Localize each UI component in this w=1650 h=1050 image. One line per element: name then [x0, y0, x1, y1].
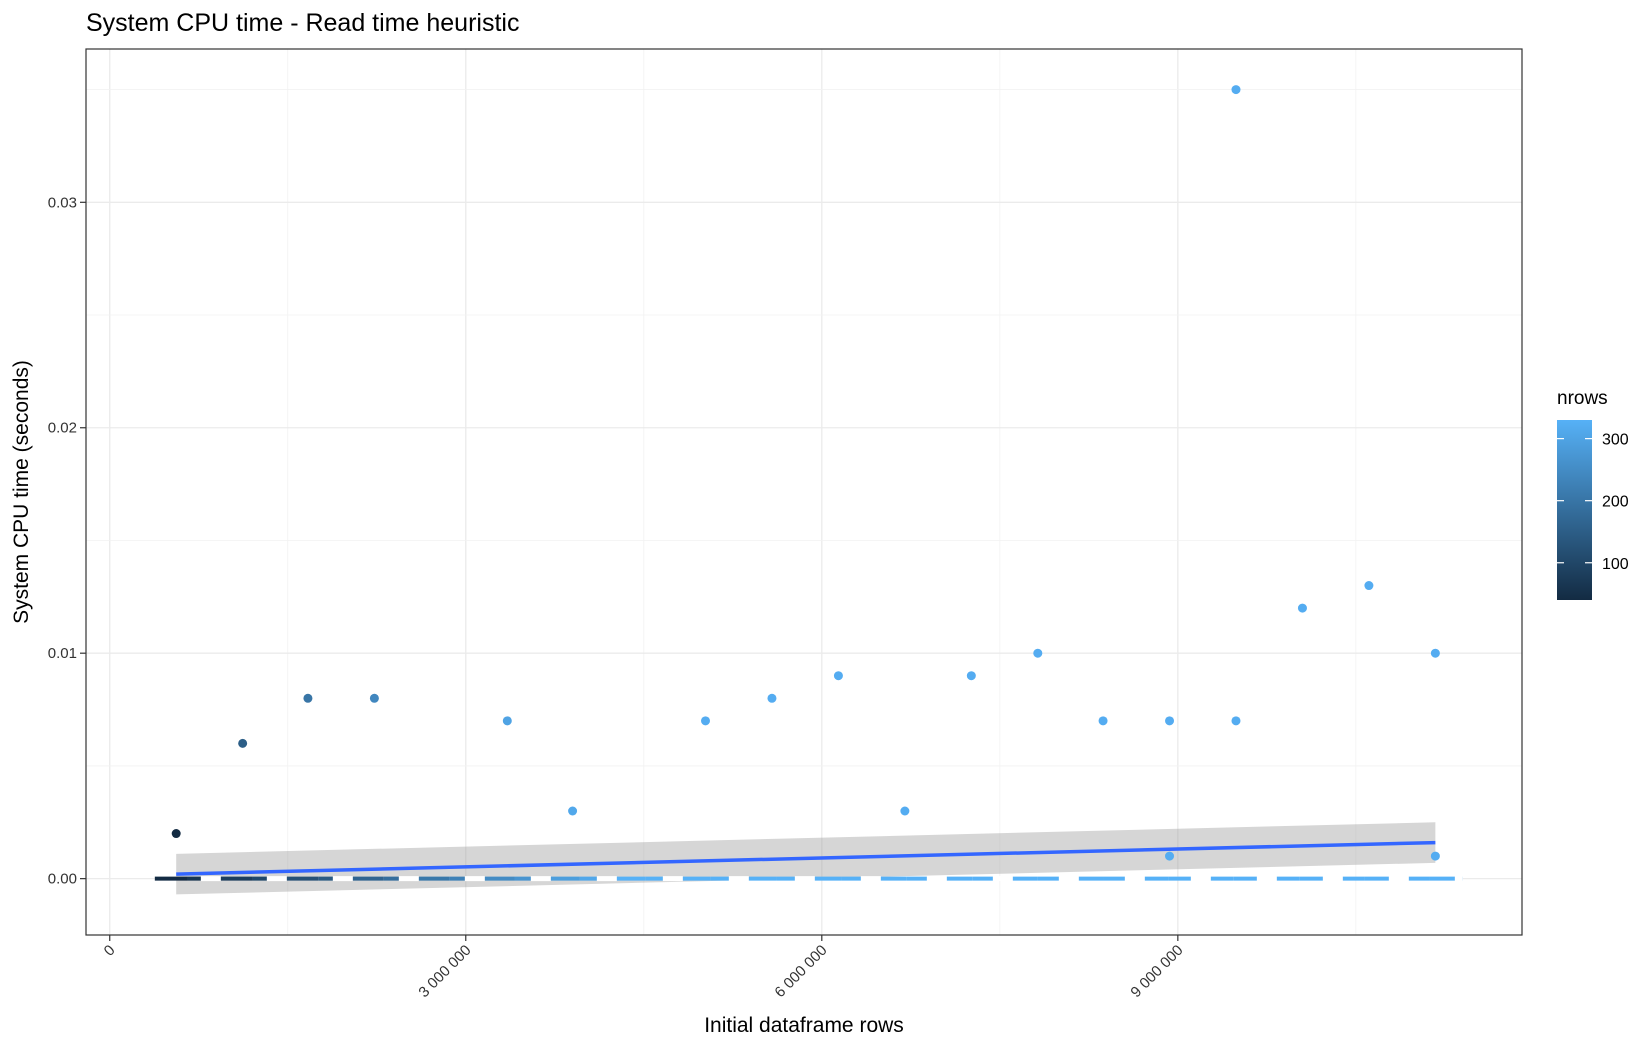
x-axis: 0 3 000 000 6 000 000 9 000 000 [101, 935, 1187, 1001]
data-point [1165, 716, 1175, 726]
data-point [767, 693, 777, 703]
y-tick-label: 0.01 [48, 645, 77, 662]
y-tick-label: 0.03 [48, 194, 77, 211]
data-point [369, 693, 379, 703]
data-point [1297, 603, 1307, 613]
legend-tick-label: 200 [1602, 494, 1629, 511]
chart-title: System CPU time - Read time heuristic [86, 9, 519, 37]
smooth-line [176, 840, 1436, 876]
data-point [1430, 648, 1440, 658]
legend-tick-label: 100 [1602, 556, 1629, 573]
x-tick-label: 9 000 000 [1127, 942, 1186, 1001]
x-tick-label: 6 000 000 [771, 942, 830, 1001]
legend-title: nrows [1557, 388, 1608, 409]
grid [86, 49, 1522, 935]
legend-ticks: 100 200 300 [1557, 432, 1629, 573]
x-axis-title: Initial dataframe rows [704, 1014, 904, 1037]
data-point [700, 716, 710, 726]
data-point [303, 693, 313, 703]
smooth-line-path [176, 840, 1436, 876]
points [171, 85, 1440, 861]
data-point [1231, 85, 1241, 95]
data-point [1165, 851, 1175, 861]
data-point [238, 738, 248, 748]
y-tick-label: 0.00 [48, 871, 77, 888]
color-legend: nrows 100 200 300 [1557, 388, 1629, 600]
y-axis: 0.00 0.01 0.02 0.03 [48, 194, 86, 888]
data-point [1033, 648, 1043, 658]
data-point [568, 806, 578, 816]
data-point [900, 806, 910, 816]
data-point [966, 671, 976, 681]
data-point [833, 671, 843, 681]
y-axis-title: System CPU time (seconds) [10, 360, 33, 624]
data-point [1430, 851, 1440, 861]
y-tick-label: 0.02 [48, 420, 77, 437]
legend-tick-label: 300 [1602, 432, 1629, 449]
data-point [502, 716, 512, 726]
data-point [1364, 581, 1374, 591]
x-tick-label: 3 000 000 [415, 942, 474, 1001]
x-tick-label: 0 [101, 942, 119, 960]
data-point [1231, 716, 1241, 726]
panel-border [85, 48, 1523, 936]
data-point [1098, 716, 1108, 726]
data-point [171, 829, 181, 839]
legend-colorbar [1557, 420, 1592, 600]
